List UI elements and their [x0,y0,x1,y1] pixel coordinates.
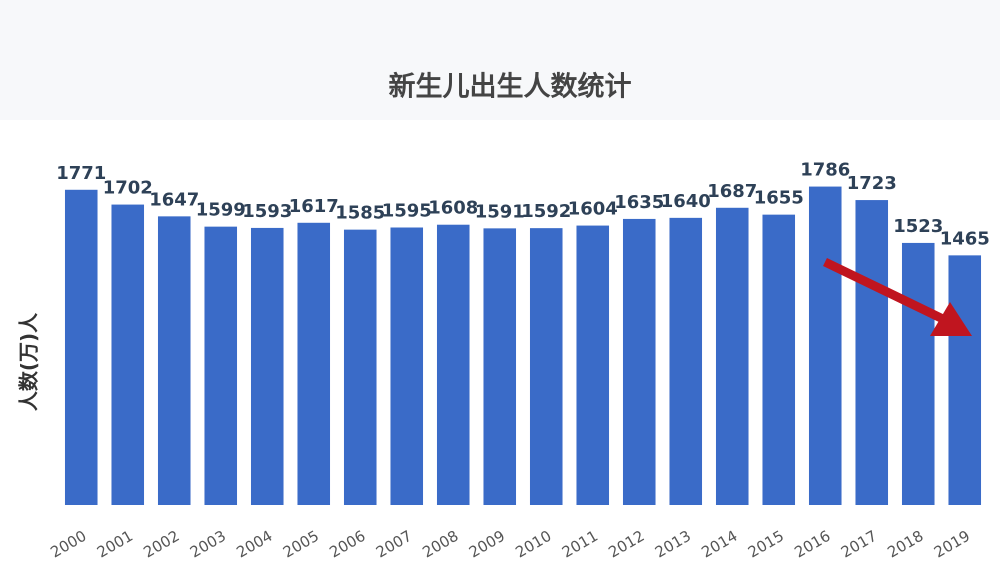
value-label: 1608 [428,198,478,219]
value-label: 1723 [847,173,897,194]
bar [529,228,563,505]
value-label: 1591 [475,201,525,222]
bar [715,207,749,506]
bar [297,222,331,506]
bar [436,224,470,505]
bar [576,225,610,506]
bar [808,186,842,506]
bar [390,227,424,505]
value-label: 1617 [289,196,339,217]
value-label: 1604 [568,199,618,220]
value-label: 1593 [242,201,292,222]
bar [483,228,517,505]
bar [855,200,889,506]
arrow-head [930,302,972,336]
bar [343,229,377,505]
value-label: 1635 [614,192,664,213]
value-label: 1786 [800,160,850,181]
value-label: 1592 [521,201,571,222]
bar [948,255,982,505]
arrow-shaft [823,257,947,325]
y-axis-label: 人数(万)人 [17,312,41,411]
bar [669,217,703,505]
bar [250,227,284,505]
value-label: 1465 [940,228,990,249]
bar [111,204,145,506]
value-label: 1771 [56,163,106,184]
value-label: 1585 [335,203,385,224]
value-label: 1647 [149,189,199,210]
chart-title: 新生儿出生人数统计 [389,71,632,103]
value-label: 1595 [382,201,432,222]
value-label: 1687 [707,181,757,202]
value-label: 1655 [754,188,804,209]
bar [157,216,191,505]
value-label: 1702 [103,178,153,199]
bar [622,218,656,505]
bar [204,226,238,505]
bar [64,189,98,506]
bar [901,242,935,505]
bar [762,214,796,505]
value-label: 1599 [196,200,246,221]
value-label: 1640 [661,191,711,212]
trend-arrow [823,257,972,336]
value-label: 1523 [893,216,943,237]
